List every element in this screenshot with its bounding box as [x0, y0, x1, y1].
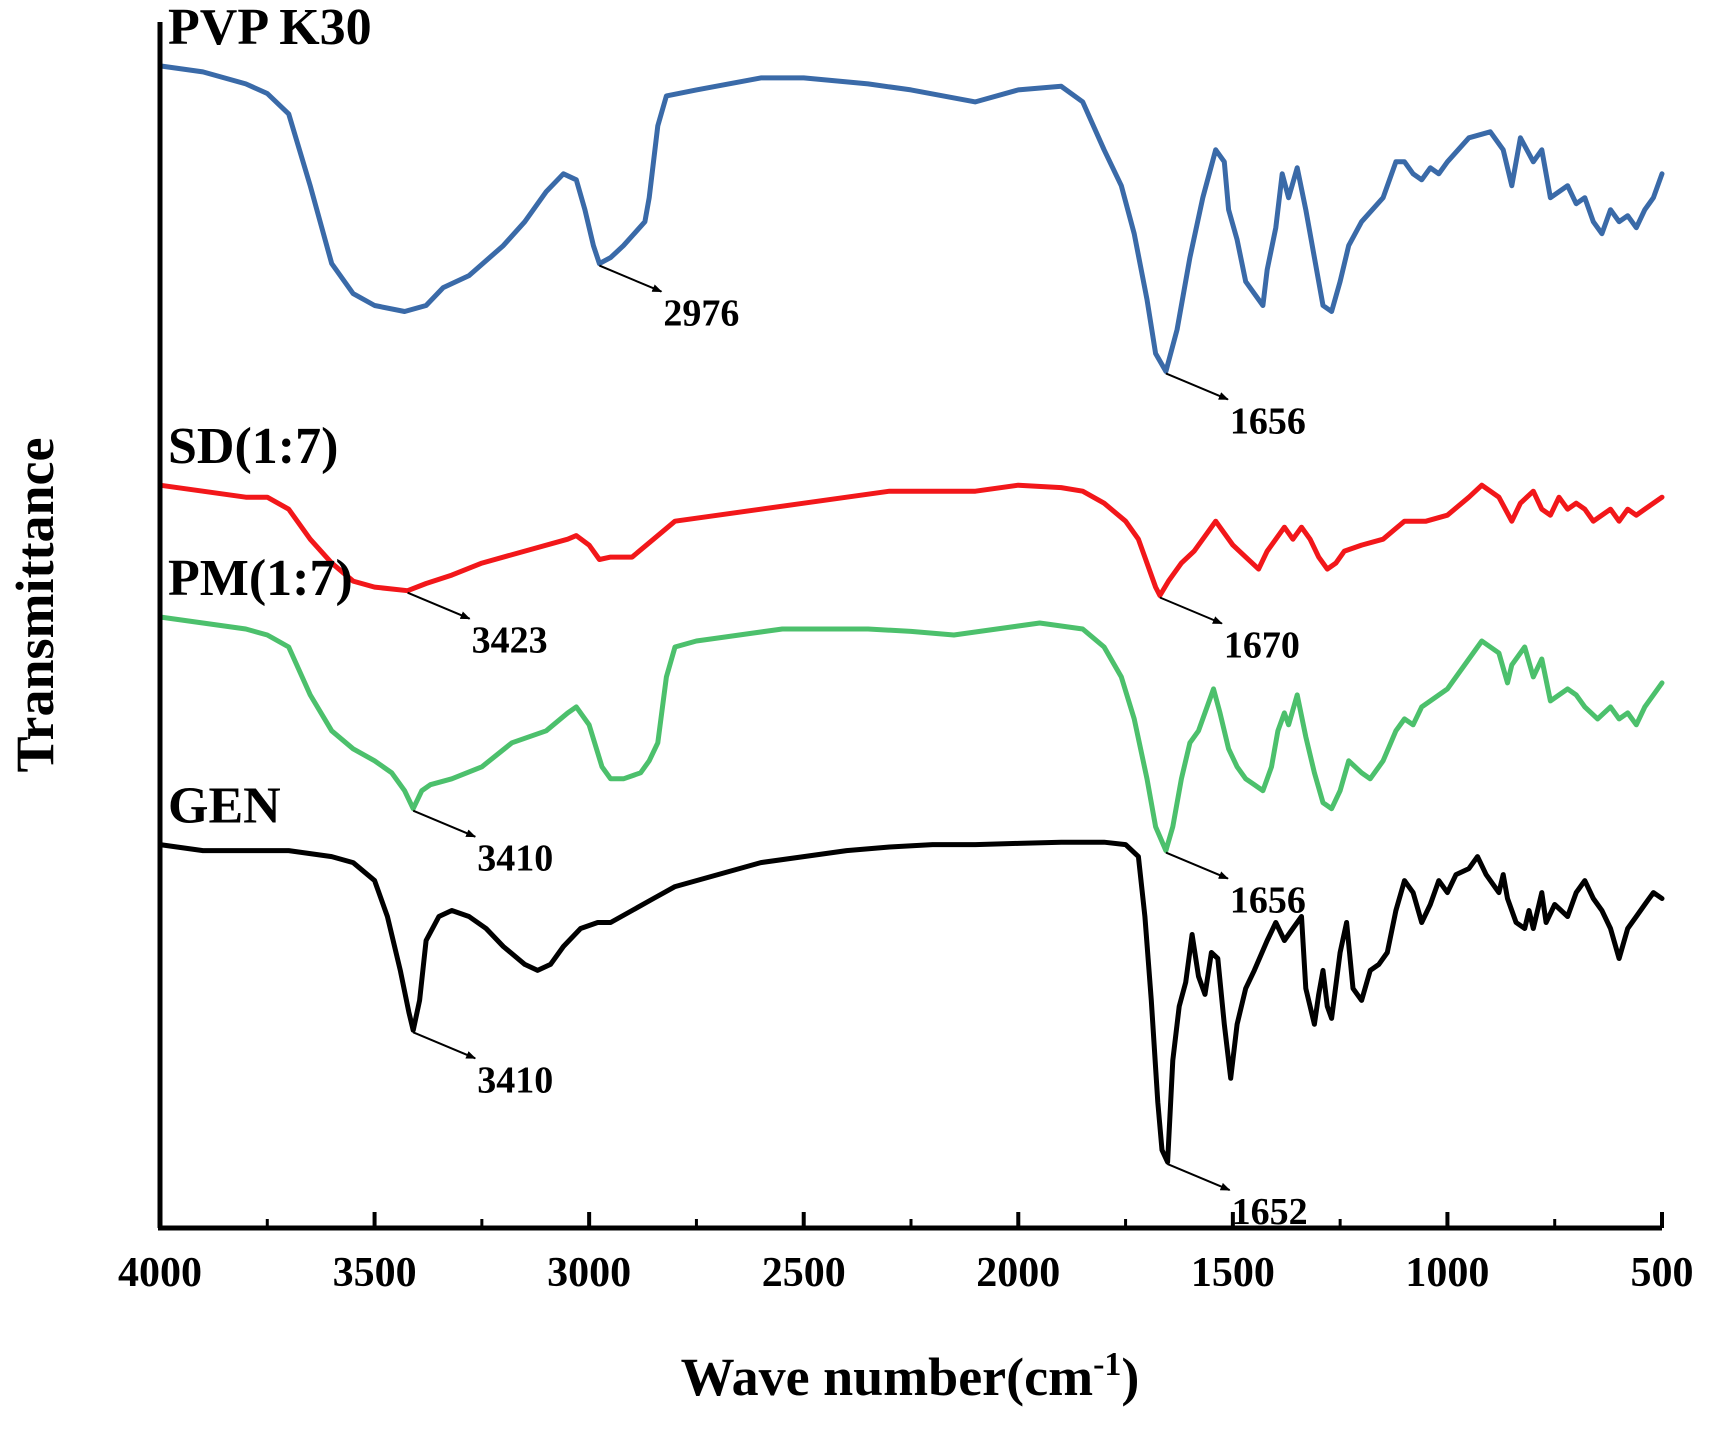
- x-axis-title-main: Wave number(cm: [681, 1347, 1093, 1407]
- series-layer: [157, 63, 1665, 1165]
- series-label-sd-1-7: SD(1:7): [168, 418, 338, 475]
- series-label-layer: PVP K30 SD(1:7) PM(1:7) GEN: [168, 0, 372, 835]
- peak-arrow: [599, 264, 663, 293]
- peak-label-pvp-k30-2976: 2976: [663, 293, 739, 335]
- peak-arrow: [1159, 596, 1223, 625]
- x-axis-title-superscript: -1: [1093, 1346, 1121, 1383]
- series-label-gen: GEN: [168, 778, 281, 835]
- peak-arrow: [412, 1031, 477, 1060]
- peak-label-pm-1-7-3410: 3410: [477, 838, 553, 880]
- peak-label-pm-1-7-1656: 1656: [1230, 880, 1306, 922]
- x-tick-label-4000: 4000: [118, 1250, 202, 1296]
- peak-label-gen-3410: 3410: [477, 1059, 553, 1101]
- series-label-pvp-k30: PVP K30: [168, 0, 372, 56]
- x-axis-ticks: 4000 3500 3000 2500 2000 1500 1000 500: [118, 1212, 1694, 1296]
- series-line-pm-1-7: [157, 614, 1665, 854]
- peak-label-sd-1-7-1670: 1670: [1224, 625, 1300, 667]
- peak-arrow: [1165, 851, 1229, 880]
- series-label-pm-1-7: PM(1:7): [168, 550, 353, 607]
- x-tick-label-500: 500: [1631, 1250, 1694, 1296]
- series-line-gen: [157, 839, 1665, 1165]
- x-axis-title-close: ): [1121, 1347, 1139, 1407]
- peak-arrow: [1167, 1163, 1231, 1192]
- x-tick-label-1000: 1000: [1405, 1250, 1489, 1296]
- peak-arrow: [412, 809, 477, 838]
- series-line-sd-1-7: [157, 482, 1665, 598]
- x-tick-label-3500: 3500: [333, 1250, 417, 1296]
- series-line-pvp-k30: [157, 63, 1665, 374]
- x-tick-label-3000: 3000: [547, 1250, 631, 1296]
- x-tick-label-2000: 2000: [976, 1250, 1060, 1296]
- peak-label-pvp-k30-1656: 1656: [1230, 400, 1306, 442]
- peak-arrow: [407, 591, 471, 620]
- x-axis-title: Wave number(cm-1): [681, 1346, 1140, 1407]
- peak-arrow: [1165, 372, 1229, 401]
- x-tick-label-1500: 1500: [1191, 1250, 1275, 1296]
- y-axis-title: Transmittance: [5, 438, 65, 773]
- x-tick-label-2500: 2500: [762, 1250, 846, 1296]
- peak-label-sd-1-7-3423: 3423: [472, 620, 548, 662]
